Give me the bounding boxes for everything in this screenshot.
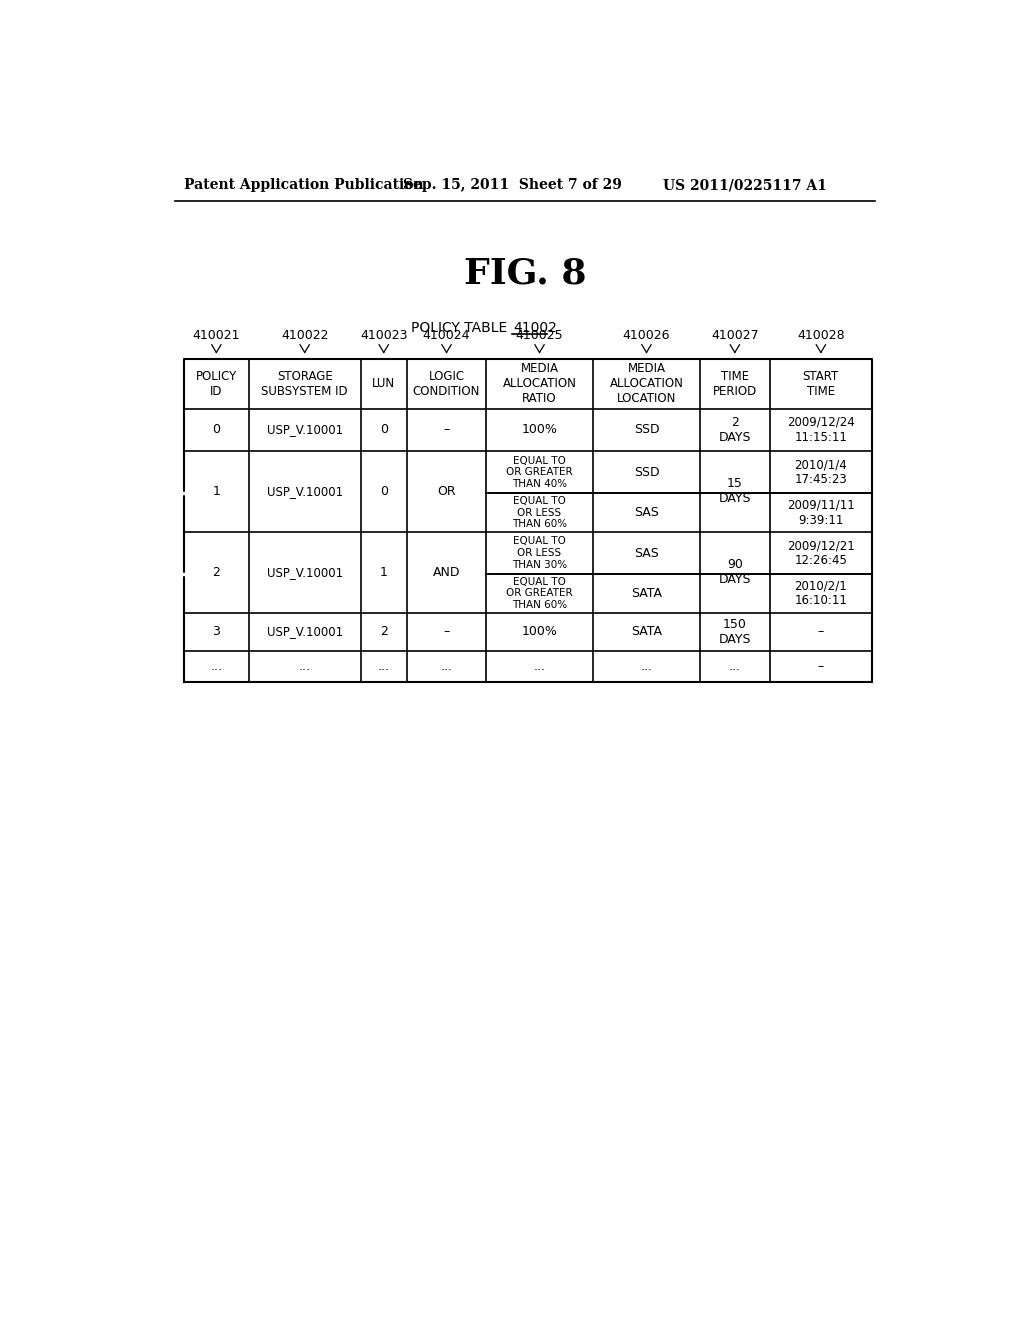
Text: 0: 0 (380, 424, 388, 437)
Text: 2009/11/11
9:39:11: 2009/11/11 9:39:11 (787, 499, 855, 527)
Text: LOGIC
CONDITION: LOGIC CONDITION (413, 370, 480, 397)
Text: 2009/12/21
12:26:45: 2009/12/21 12:26:45 (787, 539, 855, 568)
Text: –: – (443, 424, 450, 437)
Text: 0: 0 (212, 424, 220, 437)
Text: SATA: SATA (631, 626, 662, 639)
Text: 3: 3 (212, 626, 220, 639)
Text: 1: 1 (212, 484, 220, 498)
Text: USP_V.10001: USP_V.10001 (266, 484, 343, 498)
Text: EQUAL TO
OR LESS
THAN 30%: EQUAL TO OR LESS THAN 30% (512, 536, 567, 570)
Text: 1: 1 (380, 566, 388, 578)
Text: ...: ... (640, 660, 652, 673)
Text: 410021: 410021 (193, 329, 240, 342)
Text: 410027: 410027 (711, 329, 759, 342)
Text: SSD: SSD (634, 466, 659, 479)
Text: ...: ... (440, 660, 453, 673)
Text: –: – (818, 626, 824, 639)
Text: 410028: 410028 (797, 329, 845, 342)
Text: SSD: SSD (634, 424, 659, 437)
Text: ...: ... (729, 660, 740, 673)
Text: POLICY
ID: POLICY ID (196, 370, 237, 397)
Text: USP_V.10001: USP_V.10001 (266, 424, 343, 437)
Text: 15
DAYS: 15 DAYS (719, 478, 751, 506)
Text: ...: ... (210, 660, 222, 673)
Text: ...: ... (378, 660, 390, 673)
Text: 2009/12/24
11:15:11: 2009/12/24 11:15:11 (787, 416, 855, 444)
Text: 410024: 410024 (423, 329, 470, 342)
Text: Patent Application Publication: Patent Application Publication (183, 178, 424, 193)
Text: 2: 2 (380, 626, 388, 639)
Text: STORAGE
SUBSYSTEM ID: STORAGE SUBSYSTEM ID (261, 370, 348, 397)
Text: –: – (818, 660, 824, 673)
Text: SATA: SATA (631, 587, 662, 601)
Text: POLICY TABLE: POLICY TABLE (411, 321, 512, 335)
Text: US 2011/0225117 A1: US 2011/0225117 A1 (663, 178, 826, 193)
Text: 410022: 410022 (281, 329, 329, 342)
Text: –: – (443, 626, 450, 639)
Text: SAS: SAS (634, 506, 658, 519)
Text: 410026: 410026 (623, 329, 671, 342)
Text: Sep. 15, 2011  Sheet 7 of 29: Sep. 15, 2011 Sheet 7 of 29 (403, 178, 622, 193)
Text: USP_V.10001: USP_V.10001 (266, 626, 343, 639)
Text: 410025: 410025 (516, 329, 563, 342)
Text: MEDIA
ALLOCATION
RATIO: MEDIA ALLOCATION RATIO (503, 362, 577, 405)
Text: USP_V.10001: USP_V.10001 (266, 566, 343, 578)
Text: LUN: LUN (372, 378, 395, 391)
Text: START
TIME: START TIME (803, 370, 839, 397)
Text: 410023: 410023 (360, 329, 408, 342)
Text: 2: 2 (212, 566, 220, 578)
Text: OR: OR (437, 484, 456, 498)
Text: 0: 0 (380, 484, 388, 498)
Text: FIG. 8: FIG. 8 (464, 257, 586, 290)
Text: EQUAL TO
OR GREATER
THAN 40%: EQUAL TO OR GREATER THAN 40% (506, 455, 572, 488)
Text: 2010/2/1
16:10:11: 2010/2/1 16:10:11 (795, 579, 847, 607)
Text: SAS: SAS (634, 546, 658, 560)
Text: EQUAL TO
OR LESS
THAN 60%: EQUAL TO OR LESS THAN 60% (512, 496, 567, 529)
Text: 100%: 100% (521, 626, 557, 639)
Text: EQUAL TO
OR GREATER
THAN 60%: EQUAL TO OR GREATER THAN 60% (506, 577, 572, 610)
Text: 2
DAYS: 2 DAYS (719, 416, 751, 444)
Text: ...: ... (299, 660, 310, 673)
Text: 100%: 100% (521, 424, 557, 437)
Text: 150
DAYS: 150 DAYS (719, 618, 751, 645)
Text: ...: ... (534, 660, 546, 673)
Text: 90
DAYS: 90 DAYS (719, 558, 751, 586)
Text: MEDIA
ALLOCATION
LOCATION: MEDIA ALLOCATION LOCATION (609, 362, 683, 405)
Text: 2010/1/4
17:45:23: 2010/1/4 17:45:23 (795, 458, 847, 486)
Text: TIME
PERIOD: TIME PERIOD (713, 370, 757, 397)
Text: AND: AND (433, 566, 460, 578)
Text: 41002: 41002 (513, 321, 557, 335)
